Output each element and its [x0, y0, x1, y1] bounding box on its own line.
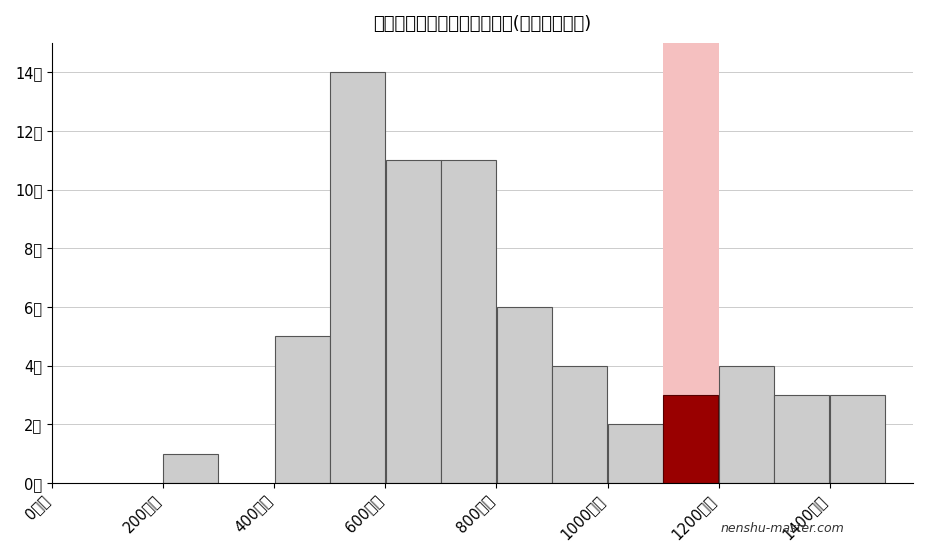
Bar: [386, 160, 440, 483]
Bar: [774, 395, 829, 483]
Bar: [718, 365, 773, 483]
Bar: [663, 395, 717, 483]
Bar: [552, 365, 606, 483]
Bar: [607, 424, 662, 483]
Bar: [496, 307, 552, 483]
Bar: [330, 72, 385, 483]
Bar: [440, 160, 496, 483]
Bar: [663, 43, 717, 483]
Bar: [163, 453, 218, 483]
Bar: [829, 395, 884, 483]
Text: nenshu-master.com: nenshu-master.com: [720, 522, 844, 535]
Bar: [274, 336, 329, 483]
Title: 朝日新聞社の年収ポジション(メディア業内): 朝日新聞社の年収ポジション(メディア業内): [373, 15, 591, 33]
